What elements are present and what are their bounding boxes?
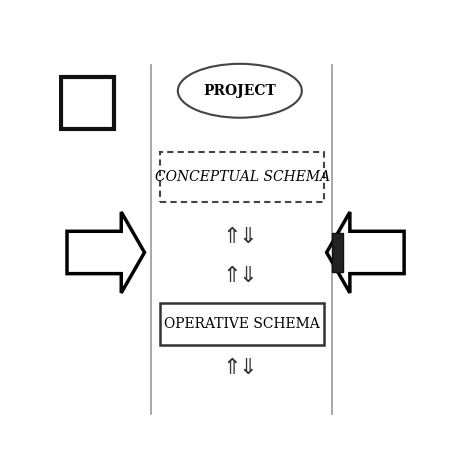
Bar (332, 233, 343, 272)
Text: ⇑: ⇑ (223, 265, 241, 285)
Text: ⇑: ⇑ (223, 358, 241, 378)
Text: CONCEPTUAL SCHEMA: CONCEPTUAL SCHEMA (155, 170, 330, 184)
Polygon shape (327, 212, 404, 293)
Text: ⇑: ⇑ (223, 227, 241, 247)
Text: ⇓: ⇓ (238, 227, 257, 247)
Bar (160, 302, 324, 345)
Text: ⇓: ⇓ (238, 265, 257, 285)
Ellipse shape (178, 64, 302, 118)
Bar (61, 77, 113, 129)
Text: OPERATIVE SCHEMA: OPERATIVE SCHEMA (164, 317, 320, 331)
Bar (160, 152, 324, 202)
Text: ⇓: ⇓ (238, 358, 257, 378)
Polygon shape (67, 212, 145, 293)
Text: PROJECT: PROJECT (203, 84, 276, 98)
